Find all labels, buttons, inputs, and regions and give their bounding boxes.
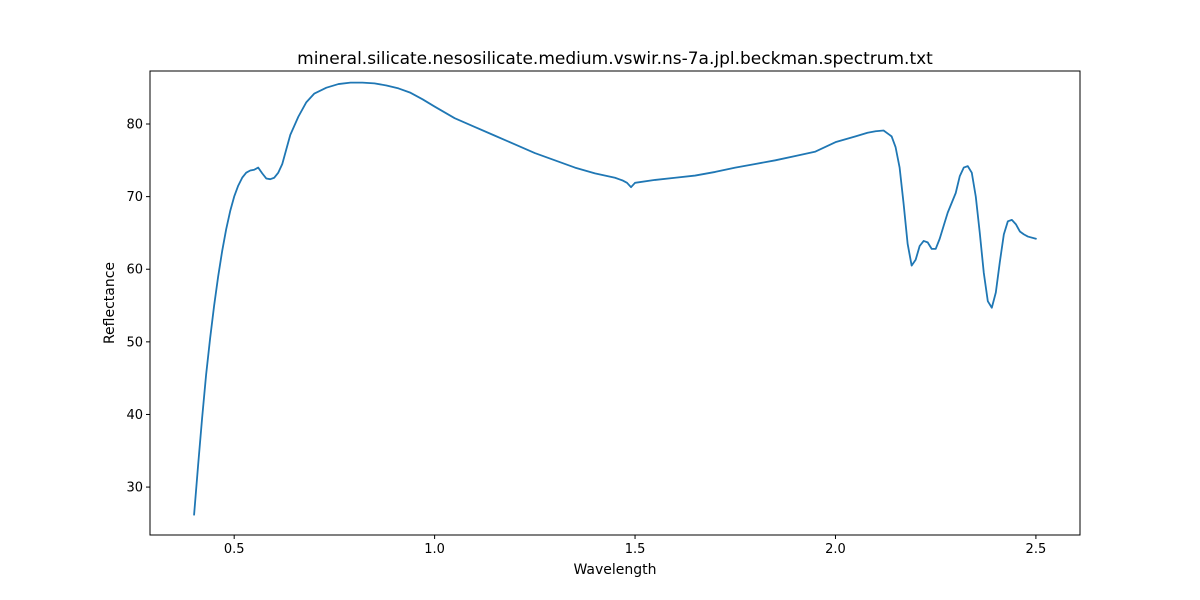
y-tick-label: 70 xyxy=(126,190,143,205)
x-tick-label: 0.5 xyxy=(224,542,245,557)
x-tick-label: 1.5 xyxy=(625,542,646,557)
x-axis-label: Wavelength xyxy=(573,562,656,578)
plot-area xyxy=(193,81,1037,516)
y-tick-label: 80 xyxy=(126,118,143,133)
y-tick-label: 30 xyxy=(126,481,143,496)
x-axis: 0.5 1.0 1.5 2.0 2.5 xyxy=(224,535,1046,557)
x-tick-label: 2.0 xyxy=(825,542,846,557)
x-tick-label: 1.0 xyxy=(424,542,445,557)
x-tick-label: 2.5 xyxy=(1026,542,1047,557)
y-axis: 30 40 50 60 70 80 xyxy=(126,118,150,496)
series-line xyxy=(193,81,1037,516)
y-tick-label: 60 xyxy=(126,263,143,278)
axes-frame xyxy=(149,70,1081,536)
y-axis-label: Reflectance xyxy=(102,262,118,344)
y-tick-label: 40 xyxy=(126,408,143,423)
chart-title: mineral.silicate.nesosilicate.medium.vsw… xyxy=(297,49,933,69)
y-tick-label: 50 xyxy=(126,335,143,350)
